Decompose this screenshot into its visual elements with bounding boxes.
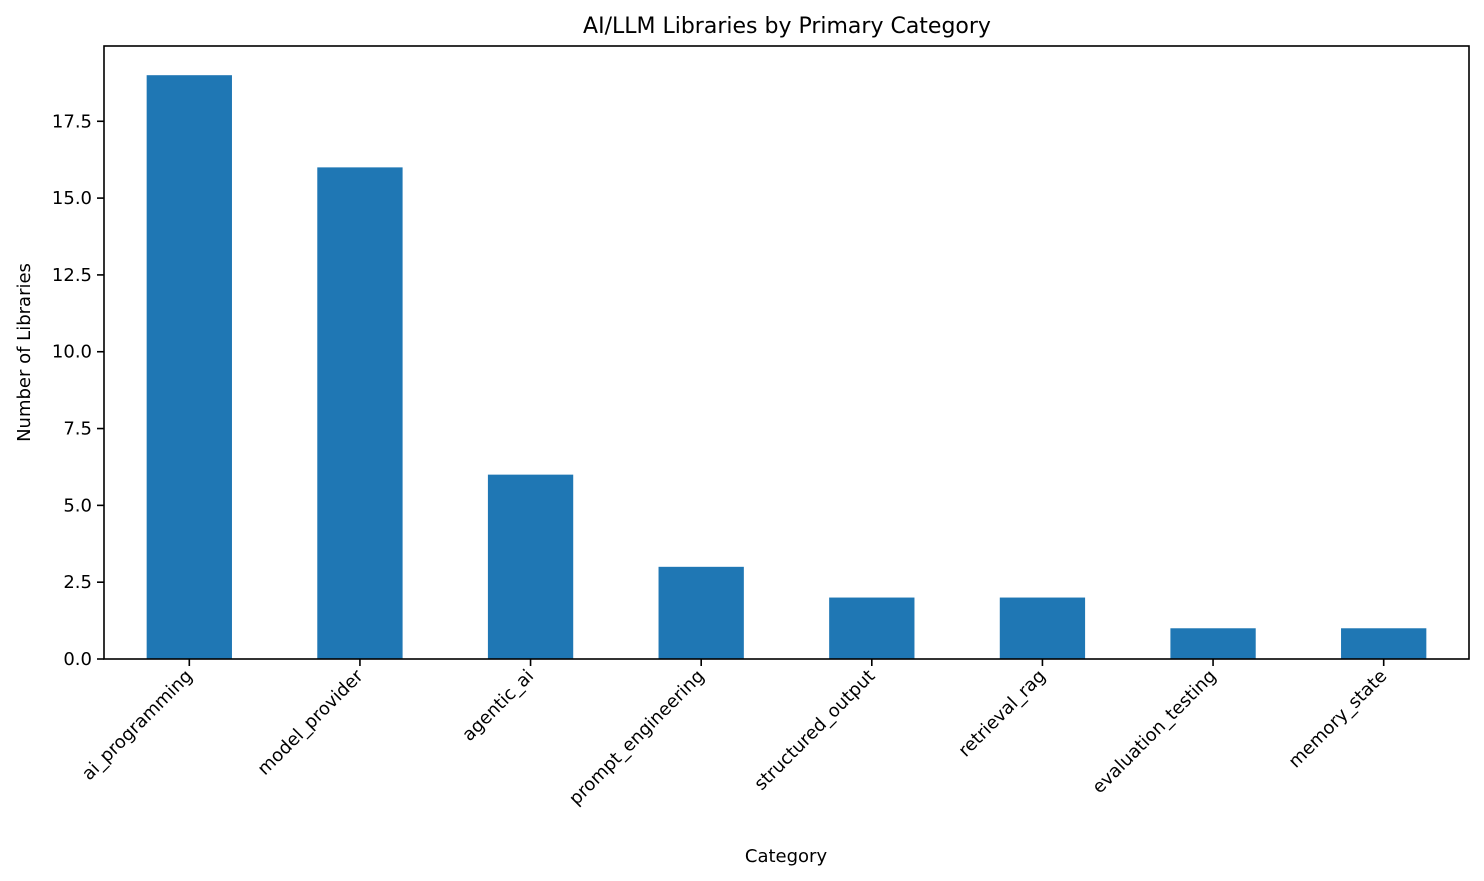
bar-model_provider: [317, 167, 403, 660]
y-axis-ticks: 0.0 2.5 5.0 7.5 10.0 12.5 15.0 17.5: [52, 111, 104, 670]
plot-frame: [103, 45, 1470, 660]
bar-structured_output: [829, 597, 915, 659]
y-tick-label: 5.0: [63, 495, 92, 516]
bar-evaluation_testing: [1170, 628, 1256, 659]
bar-agentic_ai: [487, 474, 574, 659]
bar-memory_state: [1341, 628, 1427, 659]
x-axis-label: Category: [745, 846, 828, 867]
y-tick-label: 2.5: [63, 572, 92, 593]
bar-retrieval_rag: [999, 597, 1086, 659]
chart-title: AI/LLM Libraries by Primary Category: [583, 14, 991, 39]
y-tick-label: 12.5: [52, 265, 92, 286]
y-tick-label: 15.0: [52, 188, 92, 209]
y-axis-label: Number of Libraries: [14, 263, 35, 442]
bars-group: [146, 75, 1427, 660]
bar-prompt_engineering: [658, 566, 744, 659]
y-tick-label: 0.0: [63, 649, 92, 670]
bar-ai_programming: [146, 75, 232, 659]
y-tick-label: 10.0: [52, 342, 92, 363]
y-tick-label: 17.5: [52, 111, 92, 132]
y-tick-label: 7.5: [63, 419, 92, 440]
